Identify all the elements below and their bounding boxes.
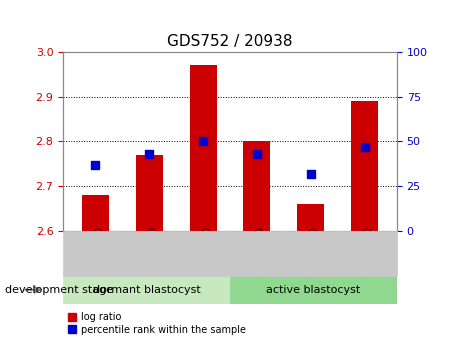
Text: GSM27754: GSM27754 xyxy=(144,227,154,280)
Text: GSM27753: GSM27753 xyxy=(91,227,101,280)
Bar xyxy=(189,65,216,231)
Point xyxy=(361,144,368,150)
Point xyxy=(253,151,261,157)
Text: GSM27756: GSM27756 xyxy=(252,227,262,280)
Legend: log ratio, percentile rank within the sample: log ratio, percentile rank within the sa… xyxy=(68,312,246,335)
Point xyxy=(199,139,207,144)
Text: active blastocyst: active blastocyst xyxy=(267,285,360,295)
Text: GSM27755: GSM27755 xyxy=(198,227,208,280)
Text: dormant blastocyst: dormant blastocyst xyxy=(93,285,200,295)
Text: GSM27757: GSM27757 xyxy=(306,227,316,280)
Bar xyxy=(351,101,378,231)
Bar xyxy=(297,204,324,231)
Point xyxy=(307,171,314,177)
Bar xyxy=(230,276,397,304)
Bar xyxy=(63,276,230,304)
Title: GDS752 / 20938: GDS752 / 20938 xyxy=(167,34,293,49)
Bar xyxy=(244,141,271,231)
Text: development stage: development stage xyxy=(5,285,113,295)
Bar xyxy=(136,155,163,231)
Bar xyxy=(82,195,109,231)
Text: GSM27758: GSM27758 xyxy=(359,227,369,280)
Point xyxy=(92,162,99,168)
Point xyxy=(146,151,153,157)
